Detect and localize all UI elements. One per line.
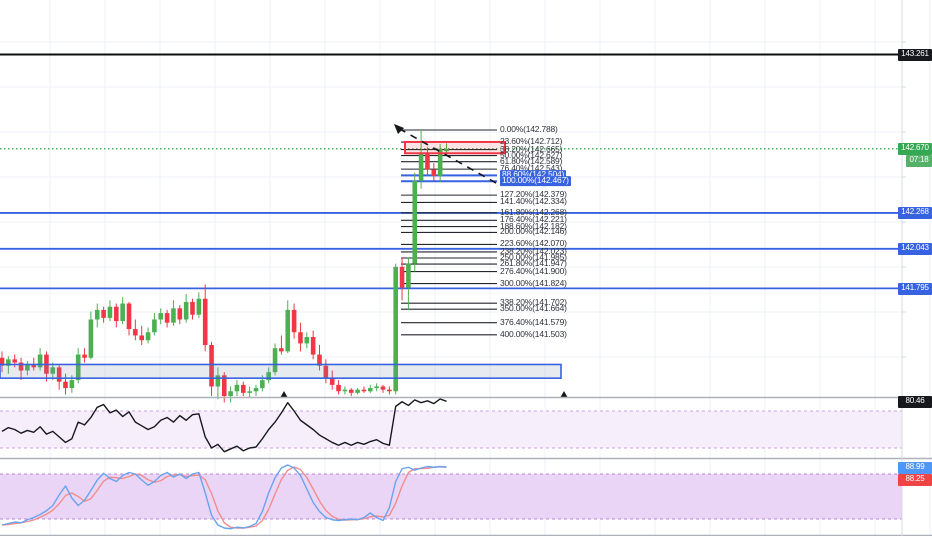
candlestick-series	[0, 130, 449, 403]
supply-zone[interactable]	[404, 140, 506, 155]
panel-separators[interactable]	[0, 396, 932, 537]
stoch-d-line	[1, 466, 447, 529]
trend-arrow[interactable]	[394, 124, 497, 184]
grid	[0, 0, 931, 536]
drawing-anchor-marker[interactable]	[560, 391, 568, 398]
horizontal-lines[interactable]	[0, 53, 902, 290]
drawing-anchor-marker[interactable]	[280, 391, 288, 398]
arrowhead-icon	[394, 124, 404, 134]
fib-retracement[interactable]	[401, 129, 497, 336]
indicator-bands	[0, 410, 902, 520]
time-axis[interactable]	[0, 536, 932, 550]
rsi-line	[1, 398, 447, 453]
stoch-k-line	[1, 464, 447, 530]
demand-zone[interactable]	[0, 363, 562, 379]
